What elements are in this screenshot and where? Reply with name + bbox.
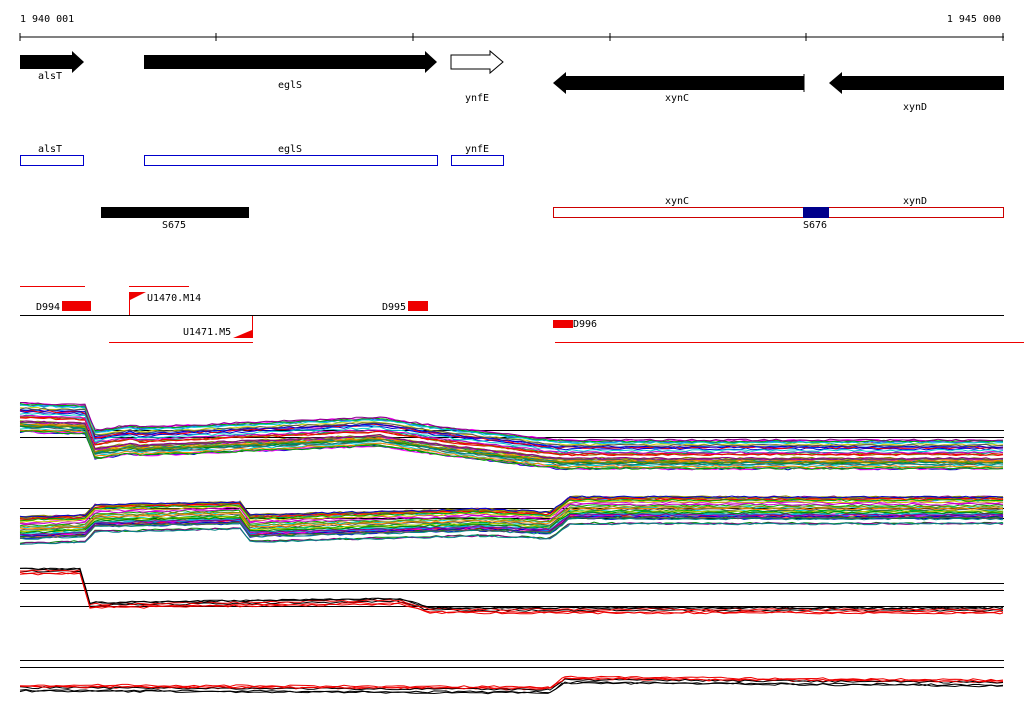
gene-label: eglS — [278, 80, 302, 91]
profile-line — [20, 567, 1004, 610]
profile-line — [20, 402, 1004, 442]
feature-label: D996 — [573, 319, 597, 330]
profile-line — [19, 430, 1004, 470]
operon-label: xynC — [665, 196, 689, 207]
profile-line — [19, 510, 1004, 533]
profile-line — [19, 505, 1004, 528]
profile-line — [19, 429, 1004, 469]
gene-arrow — [553, 72, 804, 94]
feature-box — [62, 301, 91, 311]
profile-line — [19, 410, 1004, 451]
feature-label: D994 — [36, 302, 60, 313]
scale-axis — [19, 33, 1004, 41]
scale-start: 1 940 001 — [20, 14, 74, 25]
profile-line — [19, 516, 1004, 539]
feature-flag — [130, 292, 146, 300]
profile-line — [19, 517, 1004, 540]
feature-label: U1471.M5 — [183, 327, 231, 338]
profile-line — [19, 680, 1004, 694]
profile-line — [19, 502, 1004, 526]
profile-line — [19, 420, 1004, 460]
gene-arrow — [20, 51, 84, 73]
profile-line — [19, 513, 1004, 536]
profile-line — [19, 498, 1004, 522]
profile-line — [19, 407, 1004, 447]
gene-label: xynD — [903, 102, 927, 113]
profile-line — [19, 511, 1004, 534]
profile-line — [19, 425, 1004, 466]
profile-line — [19, 409, 1004, 449]
gene-arrow — [829, 72, 1004, 94]
operon-boxes — [20, 155, 504, 166]
gene-arrow — [144, 51, 437, 73]
gene-label: xynC — [665, 93, 689, 104]
profile-line — [19, 414, 1004, 455]
segment-box — [803, 207, 829, 218]
profile-line — [19, 567, 1004, 610]
profile-line — [19, 572, 1004, 615]
operon-box — [553, 207, 1004, 218]
segment-label: S675 — [162, 220, 186, 231]
profile-line — [19, 507, 1003, 530]
profile-line — [19, 403, 1004, 443]
segment-box — [101, 207, 249, 218]
profile-line — [19, 412, 1004, 452]
feature-label: D995 — [382, 302, 406, 313]
profile-line — [19, 522, 1004, 545]
operon-label: eglS — [278, 144, 302, 155]
profile-line — [19, 496, 1004, 519]
profile-line — [19, 404, 1004, 445]
feature-box — [553, 320, 573, 328]
feature-box — [408, 301, 428, 311]
scale-end: 1 945 000 — [947, 14, 1001, 25]
gene-label: alsT — [38, 71, 62, 82]
gene-label: ynfE — [465, 93, 489, 104]
profile-line — [20, 568, 1004, 611]
profile-line — [19, 677, 1004, 690]
profile-line — [19, 409, 1003, 450]
profile-line — [19, 424, 1004, 464]
operon-label: alsT — [38, 144, 62, 155]
gene-arrow — [450, 49, 504, 75]
operon-label: ynfE — [465, 144, 489, 155]
operon-label: xynD — [903, 196, 927, 207]
feature-lines — [20, 286, 1024, 343]
profile-line — [19, 681, 1004, 695]
segment-label: S676 — [803, 220, 827, 231]
profile-line — [19, 416, 1004, 456]
expression-profiles — [19, 402, 1004, 695]
profile-line — [19, 505, 1004, 529]
feature-label: U1470.M14 — [147, 293, 201, 304]
profile-line — [19, 500, 1004, 523]
profile-line — [19, 678, 1004, 691]
profile-line — [19, 495, 1004, 518]
profile-line — [19, 571, 1004, 614]
feature-flag — [233, 330, 252, 338]
